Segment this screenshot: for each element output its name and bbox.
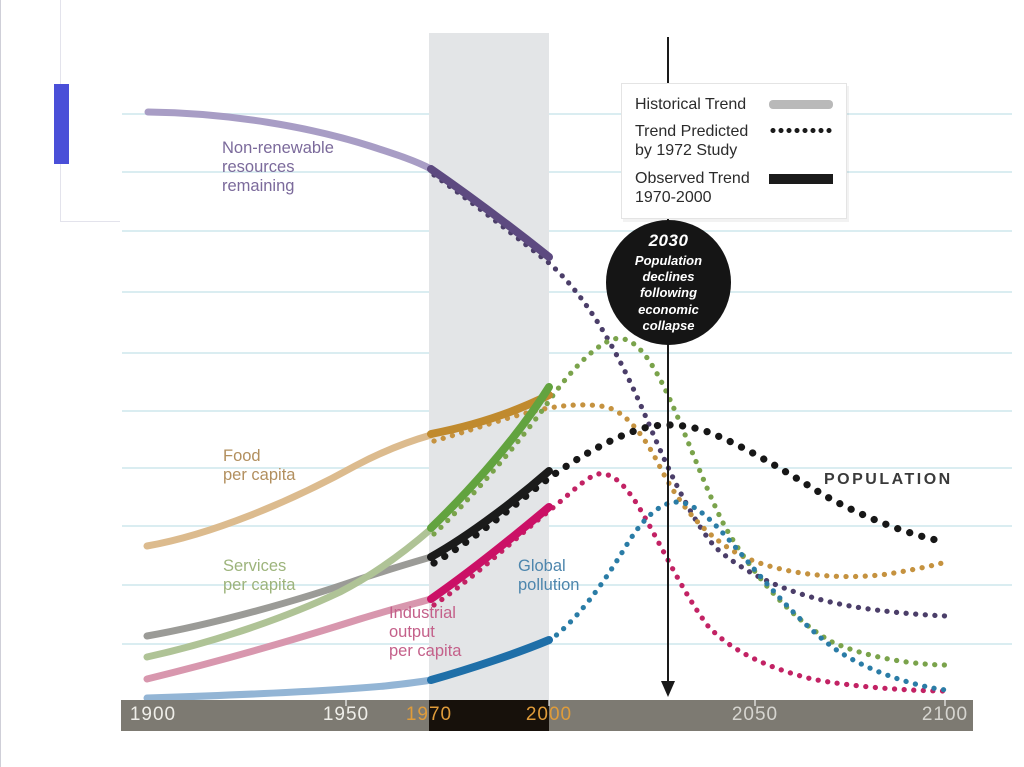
axis-tick [944,700,946,706]
gridline [122,410,1012,412]
axis-label-2000: 2000 [525,704,573,725]
pollution-label: Global pollution [518,557,580,595]
legend: Historical Trend Trend Predicted by 1972… [621,83,847,219]
annotation-year: 2030 [648,230,689,250]
annotation-text: Population declines following economic c… [634,252,703,334]
x-axis-highlight-segment [429,700,549,731]
down-arrow-icon [661,681,675,697]
gridline [122,525,1012,527]
gridline [122,291,1012,293]
dotted-line-swatch-icon [769,127,833,135]
solid-gray-line-swatch-icon [769,100,833,109]
year-2030-marker-line [667,37,669,682]
solid-black-line-swatch-icon [769,173,833,184]
pollution-historical-line [143,676,435,702]
legend-item-observed: Observed Trend 1970-2000 [635,169,833,207]
panel-corner-horizontal [60,221,120,222]
gridline [122,113,1012,115]
gridline [122,230,1012,232]
axis-label-1900: 1900 [129,704,177,725]
pollution-predicted-line [546,499,949,693]
resources-label: Non-renewable resources remaining [222,139,334,196]
industrial-label: Industrial output per capita [389,604,462,661]
slide-left-edge [0,0,1,767]
population-label: POPULATION [824,471,953,488]
services-label: Services per capita [223,557,296,595]
food-label: Food per capita [223,447,296,485]
gridline [122,643,1012,645]
legend-label: Historical Trend [635,96,747,113]
gridline [122,171,1012,173]
axis-tick [345,700,347,706]
axis-label-2100: 2100 [921,704,969,725]
axis-label-1950: 1950 [322,704,370,725]
axis-tick [754,700,756,706]
highlight-band-1970-2000 [429,33,549,700]
collapse-annotation-circle: 2030 Population declines following econo… [606,220,731,345]
axis-tick [548,700,550,706]
legend-label: Trend Predicted by 1972 Study [635,123,749,160]
axis-label-1970: 1970 [405,704,453,725]
axis-label-2050: 2050 [731,704,779,725]
legend-item-historical: Historical Trend [635,95,833,114]
legend-label: Observed Trend 1970-2000 [635,169,750,206]
gridline [122,352,1012,354]
slide-accent-bar [54,84,69,164]
x-axis-bar: 1900 1950 1970 2000 2050 2100 [121,700,973,731]
legend-item-predicted: Trend Predicted by 1972 Study [635,122,833,160]
